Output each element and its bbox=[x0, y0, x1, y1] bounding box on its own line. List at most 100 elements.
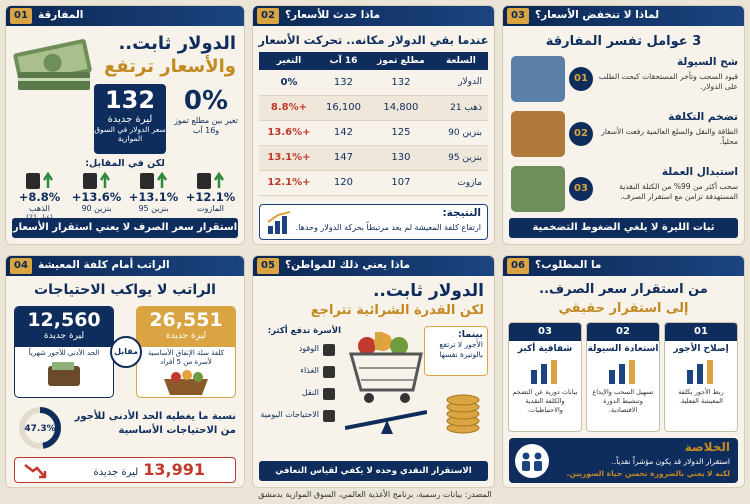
down-icon bbox=[24, 464, 47, 479]
subheadline: إلى استقرار حقيقي bbox=[558, 301, 689, 316]
item-label: الذهب bbox=[29, 204, 50, 213]
table-wrap: السلعة مطلع تموز 16 آب التغير الدولار 132 132 0… bbox=[259, 52, 488, 196]
item-label: المازوت bbox=[197, 204, 224, 213]
table-cell: مازوت bbox=[433, 170, 488, 196]
item: +12.1% المازوت bbox=[183, 170, 238, 213]
while-title: بينما: bbox=[457, 329, 483, 340]
graphic bbox=[446, 394, 480, 434]
graphic bbox=[515, 444, 549, 478]
factor-image bbox=[511, 111, 565, 157]
step-text: بيانات دورية عن التضخم والكلفة النقدية و… bbox=[512, 388, 578, 414]
cost-box: 26,551 ليرة جديدة كلفة سلة الإنفاق الأسا… bbox=[136, 306, 236, 398]
gap-value: 13,991 bbox=[143, 460, 205, 479]
step-title: شفافية أكبر bbox=[517, 344, 573, 354]
graphic bbox=[164, 379, 208, 395]
headline: الدولار ثابت.. bbox=[372, 281, 484, 301]
graphic bbox=[390, 337, 408, 355]
panel-title: لماذا لا تنخفض الأسعار؟ bbox=[535, 9, 660, 21]
step-number: 01 bbox=[665, 323, 737, 341]
table-row: بنزين 90 125 142 +13.6% bbox=[259, 120, 488, 146]
panel-title: الراتب أمام كلفة المعيشة bbox=[38, 259, 170, 271]
table-cell: 125 bbox=[368, 120, 434, 146]
money-image bbox=[13, 39, 92, 90]
list-title: الأسرة تدفع أكثر: bbox=[267, 326, 341, 336]
step-icon bbox=[509, 356, 581, 388]
table-cell: 132 bbox=[318, 70, 369, 96]
graphic bbox=[82, 171, 110, 189]
table-cell: 120 bbox=[318, 170, 369, 196]
panel: 02 ماذا حدث للأسعار؟ عندما بقي الدولار مك… bbox=[252, 5, 495, 245]
while-text: الأجور لا ترتفع بالوتيرة نفسها bbox=[439, 340, 483, 359]
gauge-arc bbox=[19, 407, 61, 449]
headline: الراتب لا يواكب الاحتياجات bbox=[34, 282, 216, 298]
wage-value: 12,560 bbox=[27, 309, 101, 331]
table-header-cell: مطلع تموز bbox=[368, 52, 434, 70]
price-table: السلعة مطلع تموز 16 آب التغير الدولار 132 132 0… bbox=[259, 52, 488, 196]
wage-unit: ليرة جديدة bbox=[43, 331, 85, 341]
chart-icon bbox=[267, 211, 291, 234]
graphic bbox=[268, 226, 273, 234]
coverage-gauge: 47.3% bbox=[19, 407, 61, 449]
graphic bbox=[182, 370, 192, 380]
contrast: لكن في المقابل: bbox=[85, 158, 165, 169]
item-label: بنزين 95 bbox=[138, 204, 169, 213]
headline-line: الدولار ثابت.. bbox=[118, 33, 236, 54]
coverage-text: نسبة ما يغطيه الحد الأدنى للأجور من الاح… bbox=[74, 411, 236, 436]
factor-title: تضخم التكلفة bbox=[668, 111, 738, 123]
panel-number: 02 bbox=[257, 8, 279, 24]
graphic bbox=[42, 171, 53, 188]
graphic bbox=[541, 364, 547, 384]
item-icon bbox=[126, 170, 181, 190]
factor-number: 03 bbox=[569, 177, 593, 201]
table-cell: 107 bbox=[368, 170, 434, 196]
graphic bbox=[25, 171, 53, 189]
graphic bbox=[193, 372, 203, 382]
list-icon bbox=[323, 388, 335, 400]
item-note: (عيار 21) bbox=[26, 213, 53, 221]
step-title: إصلاح الأجور bbox=[673, 344, 729, 354]
note-title: النتيجة: bbox=[442, 207, 481, 219]
list-item: الوقود bbox=[298, 344, 319, 353]
graphic bbox=[18, 78, 90, 81]
graphic bbox=[531, 370, 537, 384]
cost-value: 26,551 bbox=[149, 309, 223, 331]
graphic bbox=[171, 372, 181, 382]
graphic bbox=[446, 394, 480, 406]
table-body: الدولار 132 132 0% ذهب 21 14,800 16,100 +8.8% بن… bbox=[259, 70, 488, 196]
graphic bbox=[82, 173, 97, 189]
graphic bbox=[364, 393, 374, 403]
graphic bbox=[99, 171, 110, 188]
graphic: 12,560 ليرة جديدة bbox=[15, 307, 113, 347]
panel: 03 لماذا لا تنخفض الأسعار؟ 3 عوامل تفسر ا… bbox=[502, 5, 745, 245]
item-value: +12.1% bbox=[185, 190, 236, 204]
headline: عندما بقي الدولار مكانه.. تحركت الأسعار bbox=[258, 33, 489, 47]
step-number: 02 bbox=[587, 323, 659, 341]
panel-header: 01 المفارقة bbox=[6, 6, 244, 26]
change-caption: تغير بين مطلع تموز و16 آب bbox=[174, 116, 238, 135]
graphic bbox=[39, 471, 47, 479]
table-cell: +13.1% bbox=[259, 145, 319, 171]
step-icon bbox=[587, 356, 659, 388]
graphic bbox=[534, 461, 542, 471]
item-icon bbox=[12, 170, 67, 190]
factor-text: سحب أكثر من 99% من الكتلة النقدية المسته… bbox=[619, 182, 738, 201]
note-box: النتيجة: ارتفاع كلفة المعيشة لم يعد مرتب… bbox=[259, 204, 488, 240]
item-label: بنزين 90 bbox=[81, 204, 112, 213]
graphic bbox=[24, 464, 46, 478]
graphic bbox=[196, 171, 224, 189]
table-header-cell: التغير bbox=[259, 52, 319, 70]
graphic bbox=[25, 173, 40, 189]
panel-number: 06 bbox=[507, 258, 529, 274]
panel: 05 ماذا يعني ذلك للمواطن؟ الدولار ثابت.. … bbox=[252, 255, 495, 488]
list-icon bbox=[323, 366, 335, 378]
table-cell: 142 bbox=[318, 120, 369, 146]
table-cell: ذهب 21 bbox=[433, 95, 488, 121]
factor-title: شح السيولة bbox=[677, 56, 738, 68]
graphic: السلعة مطلع تموز 16 آب التغير bbox=[259, 52, 488, 70]
panel-title: ماذا حدث للأسعار؟ bbox=[285, 9, 381, 21]
cost-unit: ليرة جديدة bbox=[165, 331, 207, 341]
table-cell: 14,800 bbox=[368, 95, 434, 121]
graphic bbox=[522, 452, 530, 460]
panel-number: 05 bbox=[257, 258, 279, 274]
people-icon bbox=[515, 444, 549, 478]
